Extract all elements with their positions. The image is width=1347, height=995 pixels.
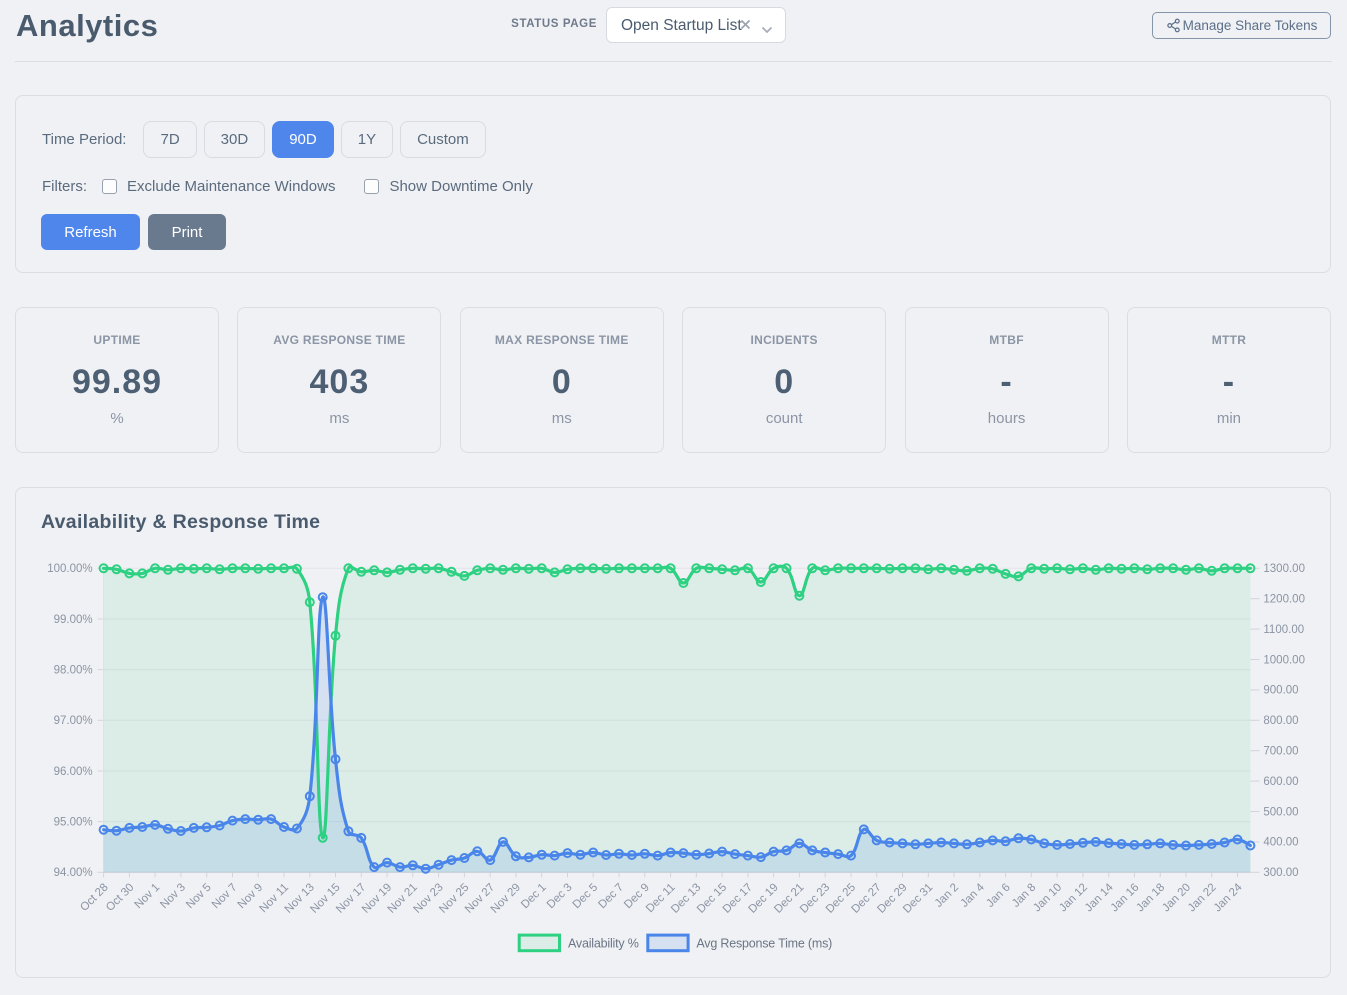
svg-text:Jan 24: Jan 24 <box>1212 881 1245 914</box>
svg-text:Dec 3: Dec 3 <box>545 881 575 911</box>
svg-text:100.00%: 100.00% <box>47 563 92 575</box>
svg-text:900.00: 900.00 <box>1263 685 1298 697</box>
svg-text:700.00: 700.00 <box>1263 746 1298 758</box>
svg-text:500.00: 500.00 <box>1263 806 1298 818</box>
svg-text:96.00%: 96.00% <box>54 766 93 778</box>
svg-text:Dec 1: Dec 1 <box>519 881 549 911</box>
svg-text:Nov 5: Nov 5 <box>184 881 214 911</box>
svg-text:Oct 30: Oct 30 <box>104 881 136 913</box>
svg-text:800.00: 800.00 <box>1263 715 1298 727</box>
svg-text:1100.00: 1100.00 <box>1263 624 1304 636</box>
svg-text:Jan 2: Jan 2 <box>933 881 961 909</box>
svg-text:97.00%: 97.00% <box>54 715 93 727</box>
svg-text:Oct 28: Oct 28 <box>78 881 110 913</box>
svg-text:Nov 7: Nov 7 <box>210 881 240 911</box>
svg-text:98.00%: 98.00% <box>54 664 93 676</box>
svg-text:Nov 1: Nov 1 <box>132 881 162 911</box>
svg-text:94.00%: 94.00% <box>54 867 93 879</box>
svg-text:Jan 4: Jan 4 <box>959 881 988 910</box>
svg-text:Availability %: Availability % <box>568 936 639 950</box>
svg-text:Avg Response Time (ms): Avg Response Time (ms) <box>696 936 832 950</box>
svg-text:95.00%: 95.00% <box>54 816 93 828</box>
svg-text:300.00: 300.00 <box>1263 867 1298 879</box>
svg-text:1200.00: 1200.00 <box>1263 594 1305 606</box>
svg-text:1300.00: 1300.00 <box>1263 563 1305 575</box>
svg-text:Dec 7: Dec 7 <box>596 881 626 911</box>
svg-text:Jan 6: Jan 6 <box>984 881 1012 909</box>
svg-text:1000.00: 1000.00 <box>1263 654 1305 666</box>
svg-text:Dec 31: Dec 31 <box>901 881 935 915</box>
svg-text:Dec 5: Dec 5 <box>571 881 601 911</box>
svg-text:Nov 3: Nov 3 <box>158 881 188 911</box>
svg-text:400.00: 400.00 <box>1263 837 1298 849</box>
svg-text:600.00: 600.00 <box>1263 776 1298 788</box>
svg-text:99.00%: 99.00% <box>54 614 93 626</box>
